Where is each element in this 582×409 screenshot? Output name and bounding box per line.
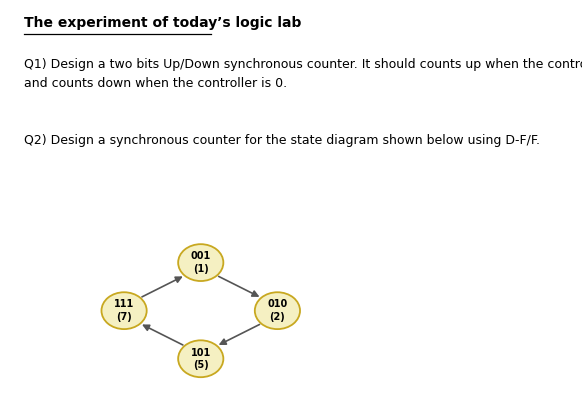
Text: 111
(7): 111 (7)	[114, 299, 134, 322]
Text: The experiment of today’s logic lab: The experiment of today’s logic lab	[24, 16, 301, 30]
Ellipse shape	[101, 292, 147, 329]
Text: Q1) Design a two bits Up/Down synchronous counter. It should counts up when the : Q1) Design a two bits Up/Down synchronou…	[24, 58, 582, 90]
Ellipse shape	[178, 244, 223, 281]
Text: 101
(5): 101 (5)	[191, 348, 211, 370]
Ellipse shape	[178, 340, 223, 377]
Text: 001
(1): 001 (1)	[191, 252, 211, 274]
Ellipse shape	[255, 292, 300, 329]
Text: Q2) Design a synchronous counter for the state diagram shown below using D-F/F.: Q2) Design a synchronous counter for the…	[24, 135, 540, 147]
Text: 010
(2): 010 (2)	[267, 299, 288, 322]
